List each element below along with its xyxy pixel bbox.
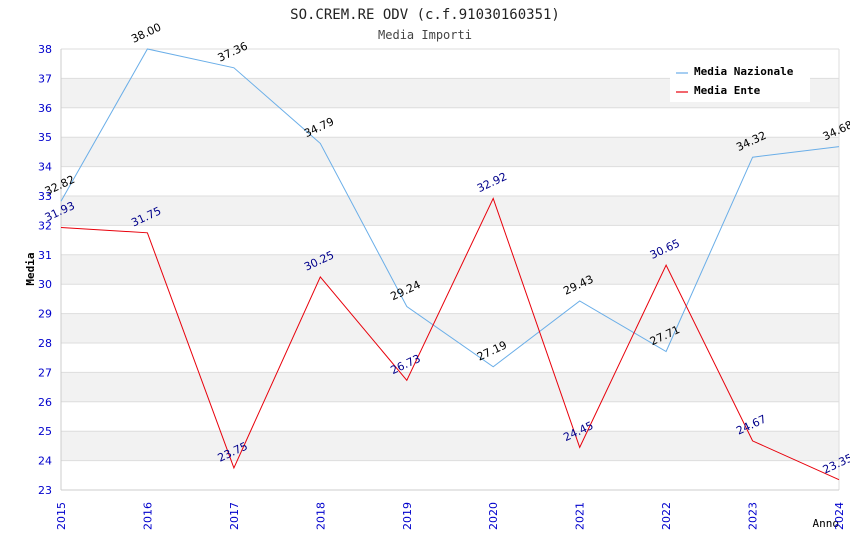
y-tick-label: 25	[38, 425, 52, 438]
axes	[60, 49, 839, 491]
data-label: 37.36	[216, 39, 250, 64]
x-tick-label: 2022	[660, 502, 673, 530]
x-tick-label: 2018	[314, 502, 327, 530]
y-tick-label: 29	[38, 308, 52, 321]
y-tick-label: 31	[38, 249, 52, 262]
y-tick-labels: 23 24 25 26 27 28 29 30 31 32 33 34 35 36 37 38	[38, 43, 52, 497]
series-lines	[60, 48, 840, 481]
grid-band	[61, 313, 839, 343]
x-tick-label: 2024	[833, 502, 846, 530]
grid-band	[61, 196, 839, 226]
data-label: 34.79	[302, 115, 336, 140]
grid-band	[61, 137, 839, 167]
x-tick-labels: 2015 2016 2017 2018 2019 2020 2021 2022 2023 2024	[55, 502, 846, 530]
y-tick-label: 34	[38, 161, 52, 174]
data-label: 32.82	[43, 173, 77, 198]
data-label: 38.00	[129, 21, 163, 46]
series-line-nazionale	[60, 48, 840, 368]
y-tick-label: 37	[38, 72, 52, 85]
data-label: 32.92	[475, 170, 509, 195]
legend-label-nazionale: Media Nazionale	[694, 65, 794, 78]
chart-subtitle: Media Importi	[378, 28, 472, 42]
x-tick-label: 2017	[228, 502, 241, 530]
y-tick-label: 30	[38, 278, 52, 291]
y-tick-label: 33	[38, 190, 52, 203]
x-tick-label: 2023	[747, 502, 760, 530]
x-tick-label: 2016	[141, 502, 154, 530]
grid-lines	[61, 48, 840, 491]
x-tick-label: 2020	[487, 502, 500, 530]
y-tick-label: 24	[38, 455, 52, 468]
y-tick-label: 38	[38, 43, 52, 56]
x-tick-label: 2015	[55, 502, 68, 530]
y-tick-label: 35	[38, 131, 52, 144]
grid-band	[61, 431, 839, 461]
x-tick-label: 2021	[574, 502, 587, 530]
x-tick-label: 2019	[401, 502, 414, 530]
y-tick-label: 32	[38, 219, 52, 232]
legend: Media Nazionale Media Ente	[670, 62, 810, 102]
grid-band	[61, 372, 839, 402]
legend-label-ente: Media Ente	[694, 84, 761, 97]
y-tick-label: 27	[38, 366, 52, 379]
y-tick-label: 28	[38, 337, 52, 350]
grid-bands	[61, 78, 839, 461]
chart-title: SO.CREM.RE ODV (c.f.91030160351)	[290, 7, 560, 23]
grid-band	[61, 254, 839, 285]
y-axis-label: Media	[24, 252, 37, 285]
x-axis-label: Anno	[813, 517, 840, 530]
series-line-ente	[60, 197, 840, 481]
y-tick-label: 23	[38, 484, 52, 497]
y-tick-label: 26	[38, 396, 52, 409]
legend-box	[670, 62, 810, 102]
y-tick-label: 36	[38, 102, 52, 115]
